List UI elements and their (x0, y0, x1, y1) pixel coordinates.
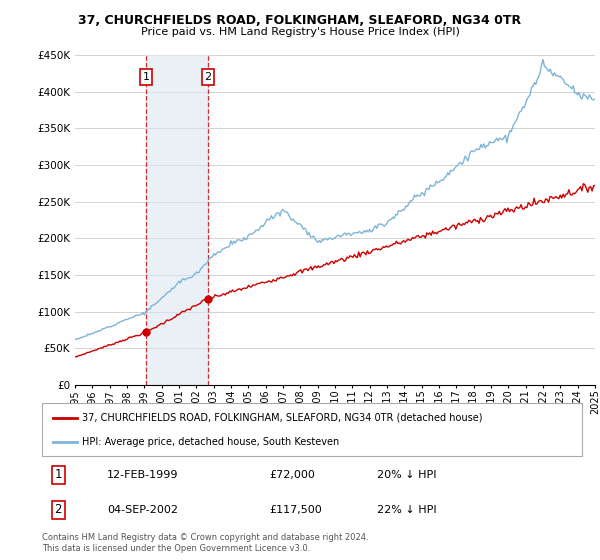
Text: 1: 1 (143, 72, 149, 82)
Text: 12-FEB-1999: 12-FEB-1999 (107, 470, 178, 479)
Text: 2: 2 (205, 72, 212, 82)
Text: Price paid vs. HM Land Registry's House Price Index (HPI): Price paid vs. HM Land Registry's House … (140, 27, 460, 37)
Text: 22% ↓ HPI: 22% ↓ HPI (377, 505, 436, 515)
Text: £117,500: £117,500 (269, 505, 322, 515)
Point (141, 328, 151, 337)
FancyBboxPatch shape (42, 403, 582, 456)
Text: HPI: Average price, detached house, South Kesteven: HPI: Average price, detached house, Sout… (83, 437, 340, 447)
Text: 04-SEP-2002: 04-SEP-2002 (107, 505, 178, 515)
Text: 1: 1 (55, 468, 62, 481)
Text: 20% ↓ HPI: 20% ↓ HPI (377, 470, 436, 479)
Text: Contains HM Land Registry data © Crown copyright and database right 2024.
This d: Contains HM Land Registry data © Crown c… (42, 533, 368, 553)
Text: £72,000: £72,000 (269, 470, 314, 479)
Text: 37, CHURCHFIELDS ROAD, FOLKINGHAM, SLEAFORD, NG34 0TR (detached house): 37, CHURCHFIELDS ROAD, FOLKINGHAM, SLEAF… (83, 413, 483, 423)
Text: 2: 2 (55, 503, 62, 516)
Point (203, 295, 213, 304)
Bar (146, 55, 208, 385)
Text: 37, CHURCHFIELDS ROAD, FOLKINGHAM, SLEAFORD, NG34 0TR: 37, CHURCHFIELDS ROAD, FOLKINGHAM, SLEAF… (79, 14, 521, 27)
